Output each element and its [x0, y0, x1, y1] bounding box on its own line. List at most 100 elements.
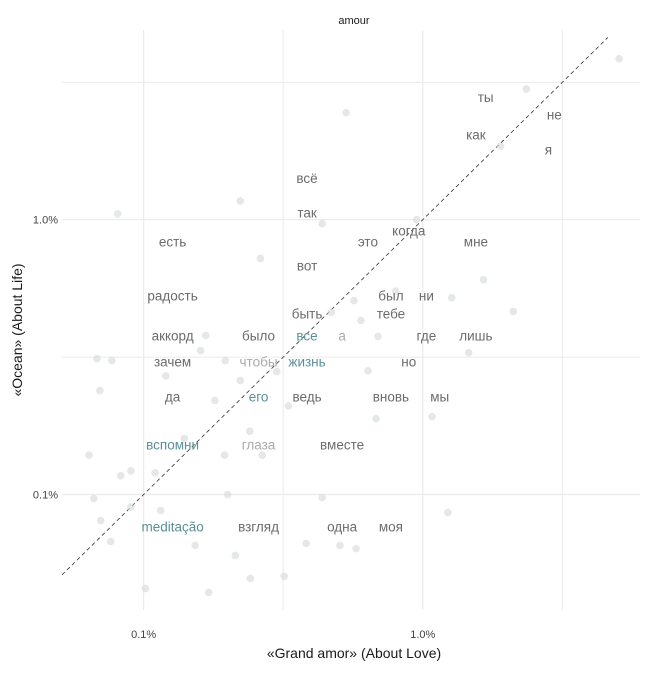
data-point — [161, 372, 170, 380]
word-label: лишь — [459, 328, 492, 343]
data-point — [196, 346, 205, 355]
data-point — [284, 402, 293, 410]
labels-layer: ты не как я всё так когда это мне есть вот радость б… — [141, 90, 561, 535]
word-label: глаза — [242, 438, 276, 453]
word-label: ты — [478, 90, 494, 105]
data-point — [496, 142, 505, 151]
data-point — [106, 537, 115, 546]
word-label: так — [297, 206, 317, 221]
word-label: ни — [419, 289, 434, 304]
word-label: я — [545, 143, 552, 158]
data-point — [211, 396, 219, 405]
word-label: да — [165, 390, 181, 405]
data-point — [236, 376, 245, 385]
data-point — [256, 254, 265, 263]
data-point — [464, 348, 473, 357]
data-point — [357, 316, 365, 325]
word-label: когда — [392, 224, 426, 239]
word-label: чтобы — [240, 354, 278, 369]
data-point — [96, 386, 104, 395]
data-point — [113, 210, 122, 218]
points-layer — [85, 54, 623, 597]
data-point — [258, 451, 267, 460]
word-label: а — [338, 328, 346, 343]
word-label: его — [249, 390, 269, 405]
data-point — [374, 332, 382, 341]
chart-title: amour — [338, 15, 370, 27]
data-point — [191, 541, 199, 550]
data-point — [223, 490, 232, 499]
word-label: есть — [159, 235, 186, 250]
data-point — [327, 308, 336, 317]
data-point — [156, 506, 165, 515]
data-point — [180, 434, 189, 443]
data-point — [615, 54, 623, 63]
data-point — [127, 503, 135, 511]
data-point — [204, 588, 213, 597]
word-label: зачем — [154, 354, 191, 369]
data-point — [336, 541, 344, 550]
data-point — [509, 307, 518, 316]
word-label: был — [378, 289, 403, 304]
data-point — [444, 508, 452, 517]
data-point — [350, 296, 358, 305]
word-label: мне — [464, 235, 488, 250]
word-label: вместе — [320, 438, 364, 453]
word-label: аккорд — [152, 328, 194, 343]
data-point — [236, 197, 245, 205]
x-axis-label: «Grand amor» (About Love) — [267, 645, 441, 661]
word-label: это — [358, 235, 378, 250]
data-point — [246, 574, 255, 583]
data-point — [342, 108, 350, 117]
word-label: как — [466, 128, 486, 143]
data-point — [231, 551, 240, 560]
data-point — [318, 493, 326, 502]
x-tick-label: 1.0% — [410, 629, 435, 641]
data-point — [96, 516, 105, 525]
data-point — [479, 275, 488, 284]
data-point — [372, 414, 380, 423]
data-point — [273, 367, 281, 376]
data-point — [522, 85, 531, 93]
word-label: все — [296, 328, 317, 343]
word-label: тебе — [377, 307, 405, 322]
axis-ticks: 0.1% 1.0% 0.1% 1.0% — [33, 215, 436, 641]
data-point — [221, 356, 230, 365]
data-point — [151, 468, 159, 477]
data-point — [93, 354, 101, 363]
data-point — [116, 471, 125, 480]
word-label: вспомни — [146, 438, 199, 453]
data-point — [447, 293, 456, 302]
word-label: meditação — [141, 519, 203, 534]
word-label: было — [242, 328, 275, 343]
y-axis-label: «Ocean» (About Life) — [9, 263, 25, 396]
word-label: быть — [292, 307, 323, 322]
data-point — [352, 544, 360, 553]
data-point — [245, 427, 254, 435]
grid — [62, 30, 640, 610]
word-label: жизнь — [288, 354, 325, 369]
word-label: где — [417, 328, 437, 343]
x-tick-label: 0.1% — [131, 629, 156, 641]
data-point — [318, 219, 326, 228]
data-point — [412, 215, 421, 224]
data-point — [202, 331, 210, 340]
data-point — [85, 451, 93, 460]
data-point — [391, 287, 400, 295]
word-label: вот — [297, 259, 317, 274]
word-label: мы — [430, 390, 449, 405]
word-label: но — [401, 354, 416, 369]
data-point — [127, 466, 135, 475]
word-label: ведь — [292, 390, 321, 405]
word-label: всё — [296, 171, 317, 186]
word-label: вновь — [373, 390, 409, 405]
word-label: не — [547, 108, 562, 123]
y-tick-label: 1.0% — [33, 215, 58, 227]
data-point — [302, 539, 310, 548]
reference-line — [61, 37, 609, 576]
word-label: одна — [327, 519, 358, 534]
word-label: взгляд — [238, 519, 279, 534]
data-point — [141, 584, 150, 593]
data-point — [428, 412, 436, 421]
